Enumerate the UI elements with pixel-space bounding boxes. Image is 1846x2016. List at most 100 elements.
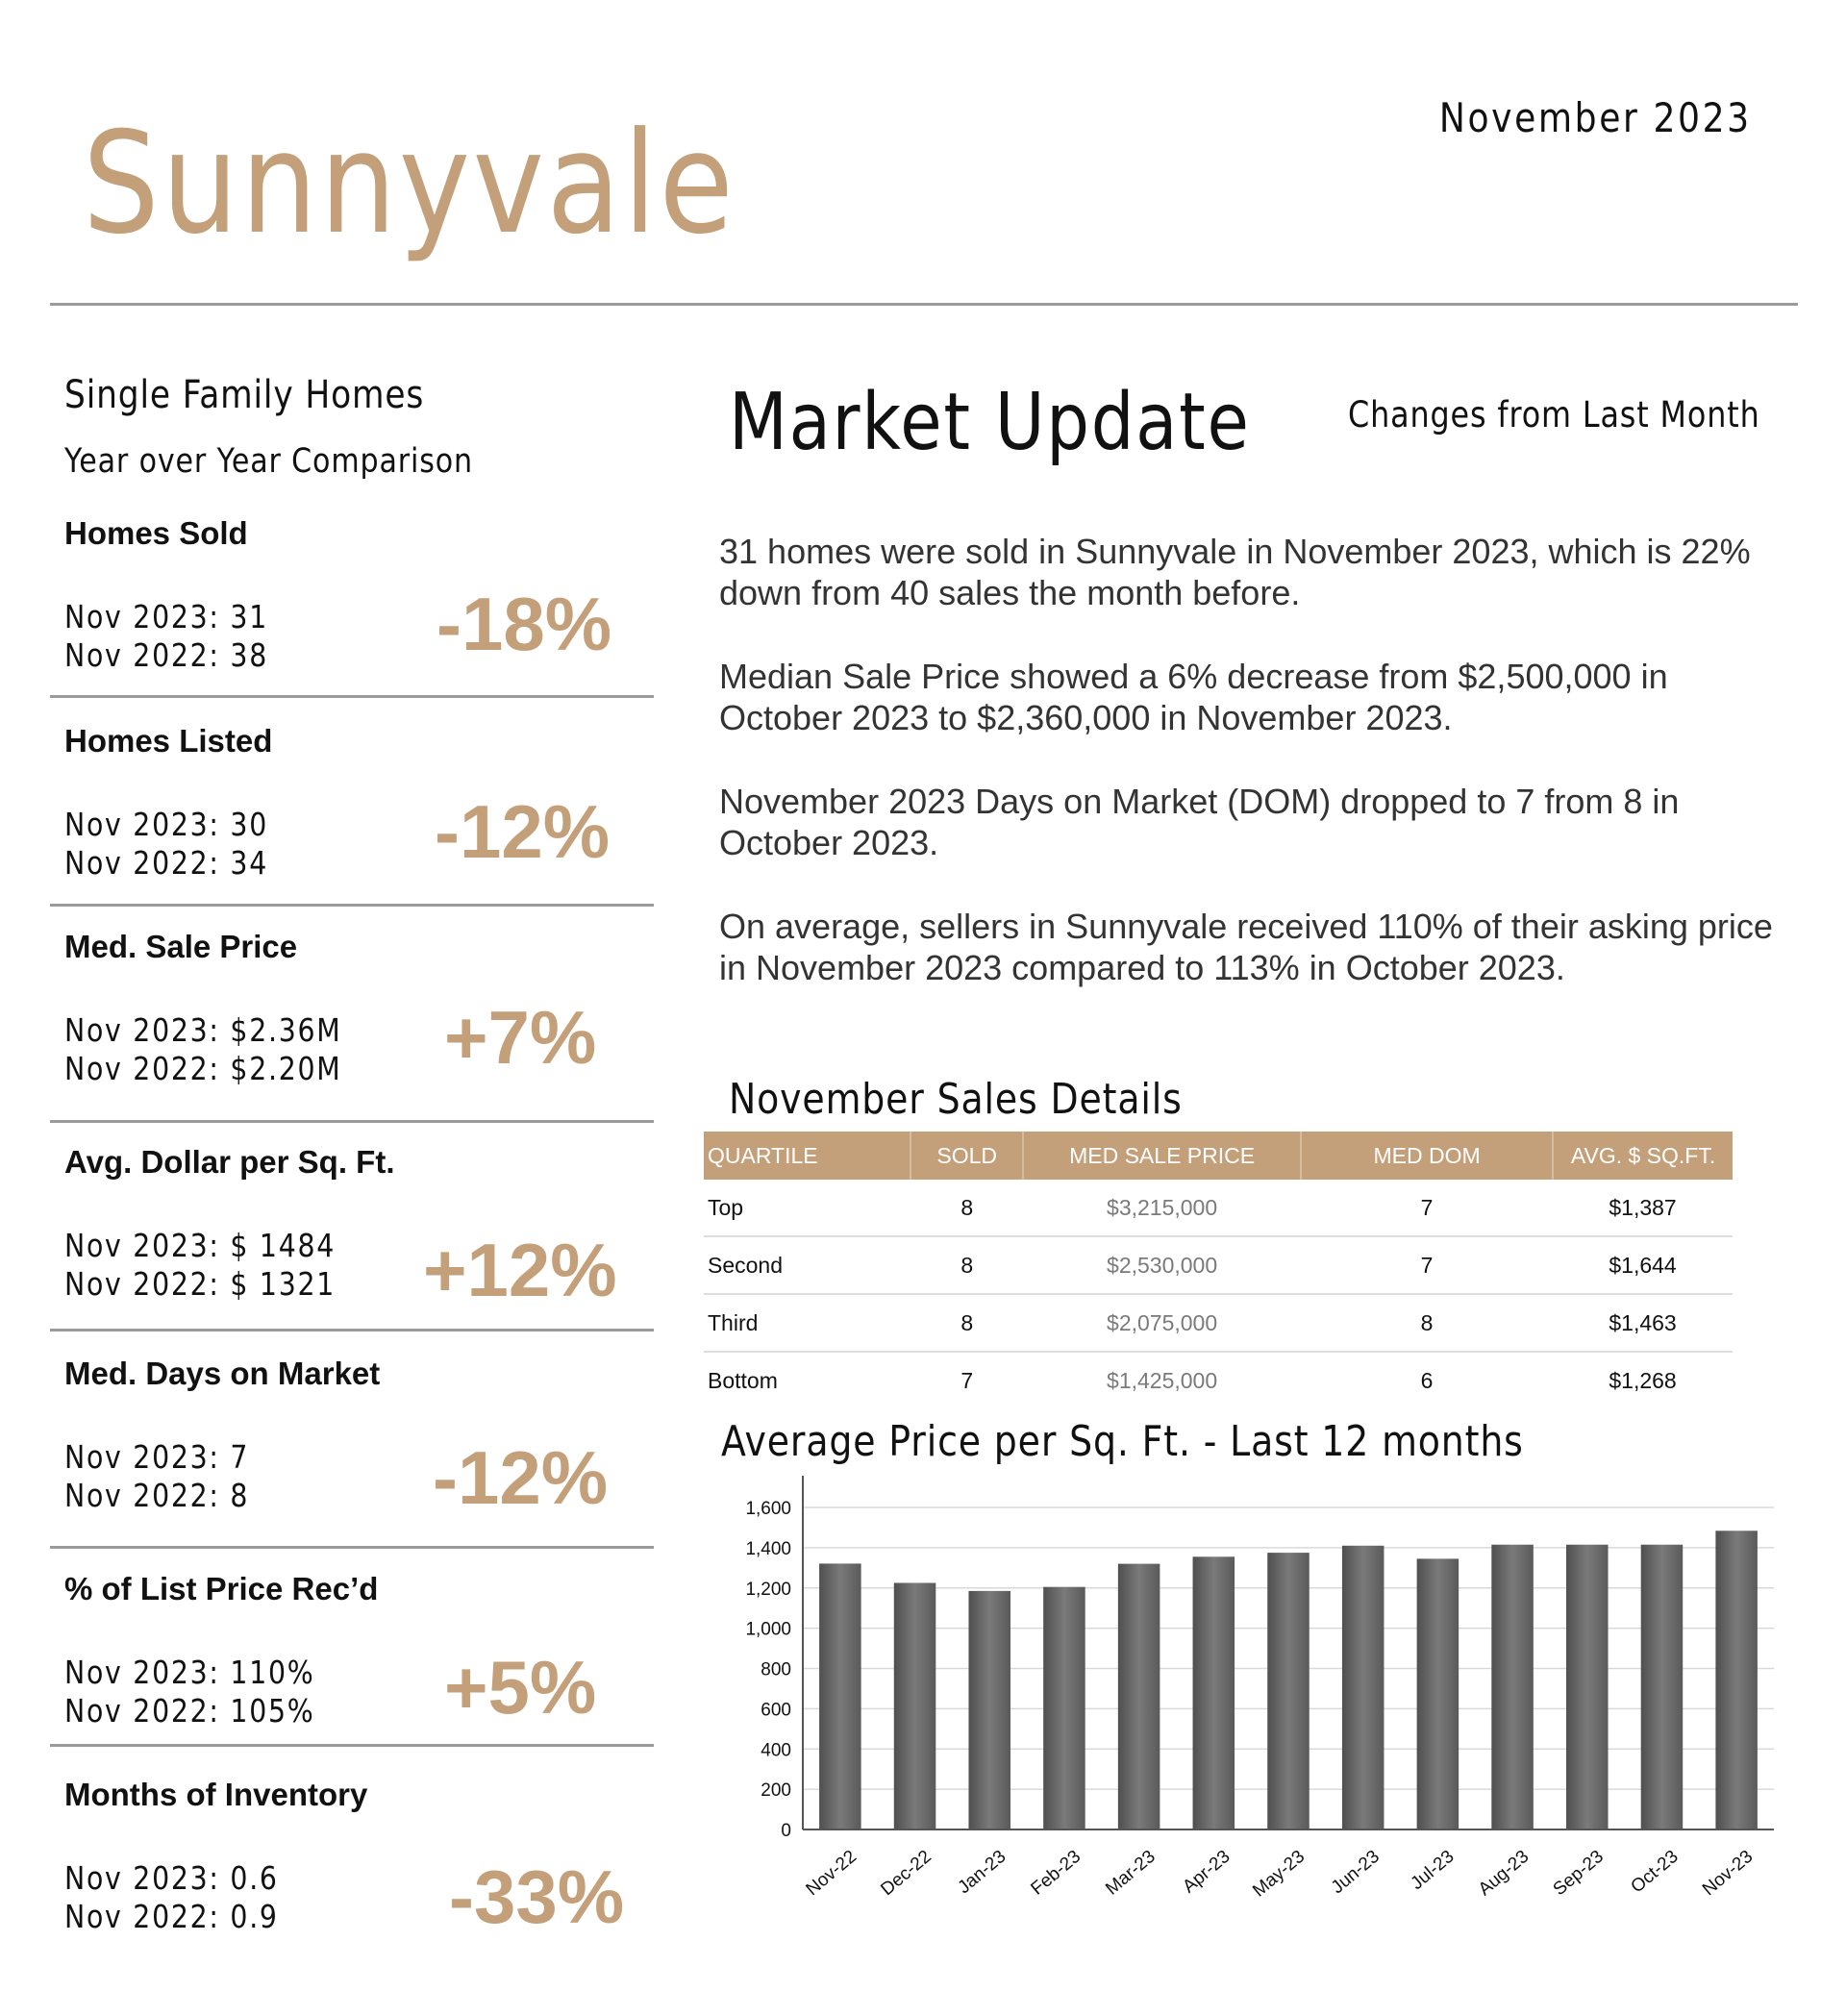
bar (1715, 1531, 1758, 1829)
metric-previous-value: Nov 2022: 105% (64, 1692, 315, 1730)
metric-current-value: Nov 2023: 31 (64, 598, 268, 635)
bar (1416, 1558, 1459, 1829)
table-header-row: QUARTILE SOLD MED SALE PRICE MED DOM AVG… (704, 1132, 1733, 1180)
cell-sold: 8 (911, 1180, 1024, 1237)
table-row: Top 8 $3,215,000 7 $1,387 (704, 1180, 1733, 1237)
metric-change: -33% (449, 1854, 625, 1939)
metric-previous-value: Nov 2022: 0.9 (64, 1898, 279, 1935)
cell-quartile: Bottom (708, 1367, 778, 1393)
x-tick-label: Jan-23 (954, 1847, 1010, 1898)
cell-price: $2,075,000 (1023, 1294, 1301, 1353)
chart-x-axis: Nov-22 Dec-22 Jan-23 Feb-23 Mar-23 Apr-23 May-… (803, 1847, 1758, 1902)
metric-divider (50, 1546, 654, 1549)
metric-divider (50, 1329, 654, 1332)
metric-current-value: Nov 2023: 0.6 (64, 1859, 279, 1897)
x-tick-label: Dec-22 (877, 1847, 935, 1900)
cell-sqft: $1,268 (1609, 1367, 1677, 1393)
property-type-heading: Single Family Homes (64, 373, 425, 417)
column-header-med-sale-price: MED SALE PRICE (1023, 1132, 1302, 1180)
y-tick-label: 0 (781, 1821, 791, 1841)
sales-details-table: QUARTILE SOLD MED SALE PRICE MED DOM AVG… (704, 1132, 1733, 1408)
market-paragraph: On average, sellers in Sunnyvale receive… (719, 907, 1773, 987)
cell-price: $2,530,000 (1023, 1236, 1301, 1295)
cell-sold: 8 (911, 1294, 1024, 1353)
header-divider (50, 303, 1798, 306)
bar (968, 1590, 1010, 1829)
metric-previous-value: Nov 2022: 38 (64, 636, 268, 674)
metric-divider (50, 904, 654, 907)
cell-sqft: $1,644 (1553, 1236, 1733, 1295)
column-header-sold: SOLD (911, 1132, 1025, 1180)
y-tick-label: 1,000 (745, 1620, 791, 1640)
metric-current-value: Nov 2023: $2.36M (64, 1011, 342, 1049)
cell-price: $3,215,000 (1023, 1180, 1301, 1237)
cell-sold: 7 (960, 1367, 974, 1393)
x-tick-label: Feb-23 (1028, 1847, 1085, 1900)
metric-change: +12% (423, 1228, 617, 1312)
cell-quartile: Top (704, 1180, 911, 1237)
x-tick-label: Mar-23 (1102, 1847, 1160, 1900)
x-tick-label: Oct-23 (1627, 1847, 1682, 1898)
x-tick-label: Nov-22 (803, 1847, 861, 1900)
sales-details-title: November Sales Details (729, 1075, 1183, 1124)
table-row: Third 8 $2,075,000 8 $1,463 (704, 1294, 1733, 1353)
y-tick-label: 800 (761, 1660, 791, 1680)
bar (1341, 1545, 1384, 1829)
metric-previous-value: Nov 2022: 34 (64, 844, 268, 882)
cell-dom: 6 (1420, 1367, 1434, 1393)
metric-previous-value: Nov 2022: $ 1321 (64, 1265, 337, 1303)
cell-quartile: Second (704, 1236, 911, 1295)
metric-change: -12% (435, 789, 611, 874)
market-paragraph: 31 homes were sold in Sunnyvale in Novem… (719, 532, 1751, 612)
cell-price: $1,425,000 (1107, 1367, 1218, 1393)
bar (1043, 1586, 1085, 1829)
cell-sqft: $1,463 (1553, 1294, 1733, 1353)
metric-change: +5% (444, 1645, 597, 1730)
bar (1192, 1556, 1235, 1829)
chart-bars (819, 1531, 1758, 1829)
x-tick-label: Jun-23 (1328, 1847, 1384, 1898)
metric-current-value: Nov 2023: 110% (64, 1654, 315, 1691)
comparison-subheading: Year over Year Comparison (64, 442, 474, 481)
city-title: Sunnyvale (83, 102, 736, 265)
column-header-med-dom: MED DOM (1300, 1132, 1555, 1180)
chart-title: Average Price per Sq. Ft. - Last 12 mont… (721, 1417, 1524, 1466)
x-tick-label: Sep-23 (1550, 1847, 1608, 1900)
cell-dom: 7 (1300, 1236, 1554, 1295)
metric-current-value: Nov 2023: 7 (64, 1438, 250, 1476)
metric-title: Homes Sold (64, 515, 248, 551)
x-tick-label: Nov-23 (1699, 1847, 1757, 1900)
table-row: Second 8 $2,530,000 7 $1,644 (704, 1236, 1733, 1295)
cell-sold: 8 (911, 1236, 1024, 1295)
column-header-quartile: QUARTILE (704, 1132, 912, 1180)
metric-title: Homes Listed (64, 723, 273, 759)
y-tick-label: 200 (761, 1780, 791, 1801)
cell-quartile: Third (704, 1294, 911, 1353)
bar (819, 1563, 861, 1829)
y-tick-label: 1,600 (745, 1499, 791, 1519)
metric-title: Avg. Dollar per Sq. Ft. (64, 1144, 395, 1180)
metric-title: Months of Inventory (64, 1777, 368, 1812)
metric-change: -12% (433, 1435, 609, 1520)
metric-title: Med. Sale Price (64, 929, 298, 964)
bar (1491, 1544, 1534, 1829)
y-tick-label: 400 (761, 1740, 791, 1760)
x-tick-label: Aug-23 (1475, 1847, 1533, 1900)
metric-previous-value: Nov 2022: 8 (64, 1477, 250, 1514)
x-tick-label: Apr-23 (1179, 1847, 1234, 1898)
metric-previous-value: Nov 2022: $2.20M (64, 1050, 342, 1087)
bar (893, 1582, 936, 1829)
y-tick-label: 600 (761, 1700, 791, 1720)
market-paragraph: November 2023 Days on Market (DOM) dropp… (719, 782, 1680, 862)
column-header-avg-sqft: AVG. $ SQ.FT. (1553, 1132, 1733, 1180)
changes-label: Changes from Last Month (1348, 394, 1760, 436)
metric-change: -18% (437, 582, 612, 666)
bar (1640, 1544, 1684, 1829)
metric-title: Med. Days on Market (64, 1356, 381, 1391)
y-tick-label: 1,200 (745, 1580, 791, 1600)
metric-change: +7% (444, 995, 597, 1080)
report-date: November 2023 (1439, 94, 1752, 141)
x-tick-label: May-23 (1249, 1847, 1309, 1902)
metric-current-value: Nov 2023: $ 1484 (64, 1227, 337, 1264)
metric-current-value: Nov 2023: 30 (64, 806, 268, 843)
